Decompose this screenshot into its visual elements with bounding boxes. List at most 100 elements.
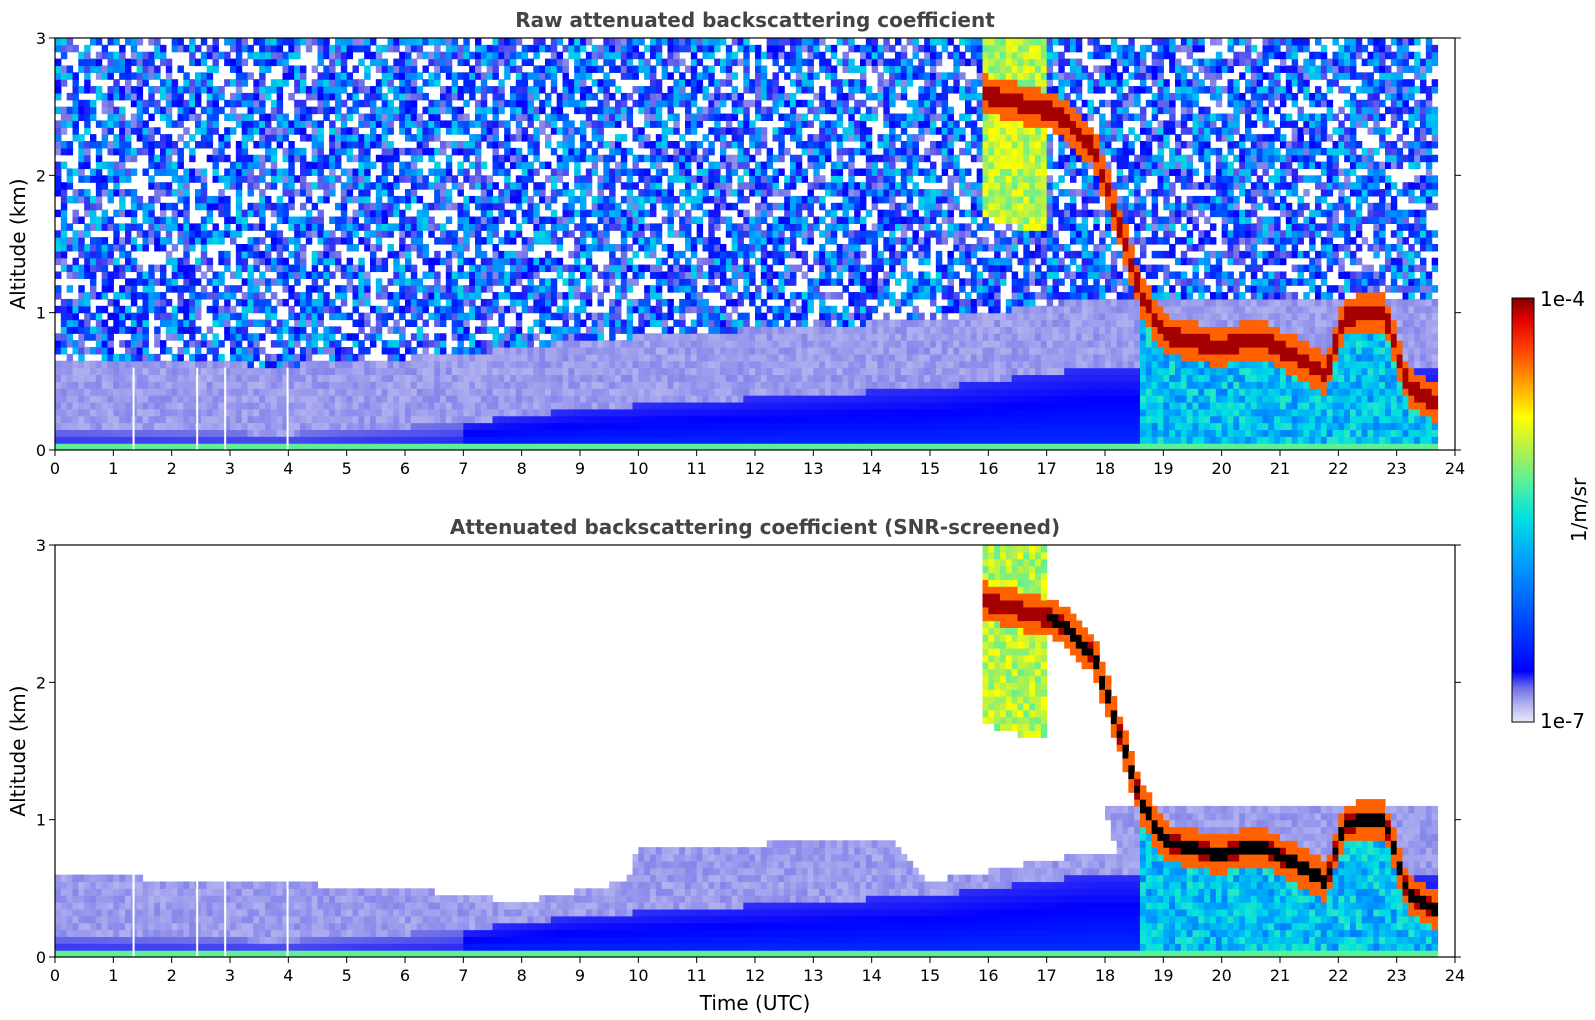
heatmap-cell: [352, 92, 359, 101]
heatmap-cell: [358, 209, 365, 218]
heatmap-cell: [183, 195, 190, 204]
heatmap-cell: [101, 278, 109, 286]
heatmap-cell: [603, 408, 610, 417]
heatmap-cell: [416, 237, 424, 245]
heatmap-cell: [200, 374, 208, 382]
heatmap-cell: [265, 353, 272, 362]
heatmap-cell: [142, 292, 149, 300]
heatmap-cell: [562, 92, 569, 101]
heatmap-cell: [375, 292, 383, 300]
heatmap-cell: [230, 175, 237, 183]
heatmap-cell: [358, 58, 365, 67]
heatmap-cell: [381, 436, 389, 444]
heatmap-cell: [72, 429, 79, 437]
heatmap-cell: [655, 120, 663, 128]
heatmap-cell: [78, 443, 85, 450]
heatmap-cell: [463, 72, 470, 80]
heatmap-cell: [387, 415, 394, 424]
heatmap-cell: [615, 202, 622, 211]
heatmap-cell: [218, 436, 225, 444]
heatmap-cell: [200, 415, 208, 424]
heatmap-cell: [72, 271, 79, 279]
heatmap-cell: [84, 429, 91, 437]
heatmap-cell: [370, 415, 377, 424]
heatmap-cell: [55, 333, 62, 341]
heatmap-cell: [673, 230, 680, 238]
heatmap-cell: [270, 305, 278, 314]
heatmap-cell: [475, 347, 482, 355]
heatmap-cell: [591, 154, 599, 163]
heatmap-cell: [644, 72, 651, 80]
heatmap-cell: [195, 79, 202, 87]
heatmap-cell: [580, 216, 587, 224]
heatmap-cell: [352, 436, 359, 444]
heatmap-cell: [160, 92, 167, 101]
heatmap-cell: [171, 388, 179, 396]
heatmap-cell: [609, 347, 616, 355]
heatmap-cell: [620, 326, 628, 334]
heatmap-cell: [101, 422, 109, 430]
heatmap-cell: [393, 408, 400, 417]
heatmap-cell: [580, 189, 587, 197]
heatmap-cell: [323, 443, 330, 450]
heatmap-cell: [346, 443, 354, 450]
heatmap-cell: [340, 79, 348, 87]
heatmap-cell: [568, 134, 575, 142]
heatmap-cell: [399, 92, 406, 101]
heatmap-cell: [498, 340, 505, 348]
heatmap-cell: [55, 388, 62, 396]
heatmap-cell: [410, 189, 418, 197]
heatmap-cell: [521, 305, 529, 314]
heatmap-cell: [655, 422, 663, 430]
heatmap-cell: [603, 168, 610, 176]
heatmap-cell: [510, 209, 517, 218]
heatmap-cell: [661, 422, 669, 430]
heatmap-cell: [399, 230, 406, 238]
heatmap-cell: [428, 134, 435, 142]
heatmap-cell: [136, 347, 144, 355]
heatmap-cell: [107, 401, 114, 410]
heatmap-cell: [294, 72, 301, 80]
heatmap-cell: [288, 154, 295, 163]
heatmap-cell: [480, 113, 488, 121]
heatmap-cell: [486, 388, 494, 396]
heatmap-cell: [533, 381, 540, 389]
heatmap-cell: [469, 141, 476, 149]
heatmap-cell: [206, 134, 214, 142]
heatmap-cell: [72, 360, 79, 369]
heatmap-cell: [311, 120, 319, 128]
heatmap-cell: [597, 360, 604, 369]
heatmap-cell: [160, 134, 167, 142]
heatmap-cell: [510, 113, 517, 121]
heatmap-cell: [434, 388, 441, 396]
heatmap-cell: [638, 333, 645, 341]
heatmap-cell: [399, 99, 406, 108]
heatmap-cell: [568, 285, 575, 293]
heatmap-cell: [130, 216, 138, 224]
heatmap-cell: [644, 298, 651, 307]
heatmap-cell: [492, 271, 499, 279]
heatmap-cell: [346, 408, 354, 417]
heatmap-cell: [218, 429, 225, 437]
heatmap-cell: [294, 79, 301, 87]
heatmap-cell: [259, 86, 266, 94]
heatmap-cell: [463, 175, 470, 183]
heatmap-cell: [527, 113, 534, 121]
heatmap-cell: [247, 189, 254, 197]
heatmap-cell: [521, 161, 529, 170]
heatmap-cell: [399, 395, 406, 403]
heatmap-cell: [405, 347, 412, 355]
heatmap-cell: [445, 120, 453, 128]
heatmap-cell: [422, 298, 429, 307]
heatmap-cell: [603, 388, 610, 396]
heatmap-cell: [545, 230, 552, 238]
heatmap-cell: [300, 367, 307, 376]
heatmap-cell: [609, 443, 616, 450]
heatmap-cell: [288, 161, 295, 170]
heatmap-cell: [358, 278, 365, 286]
heatmap-cell: [434, 408, 441, 417]
heatmap-cell: [241, 443, 249, 450]
heatmap-cell: [55, 374, 62, 382]
heatmap-cell: [136, 278, 144, 286]
heatmap-cell: [620, 182, 628, 190]
